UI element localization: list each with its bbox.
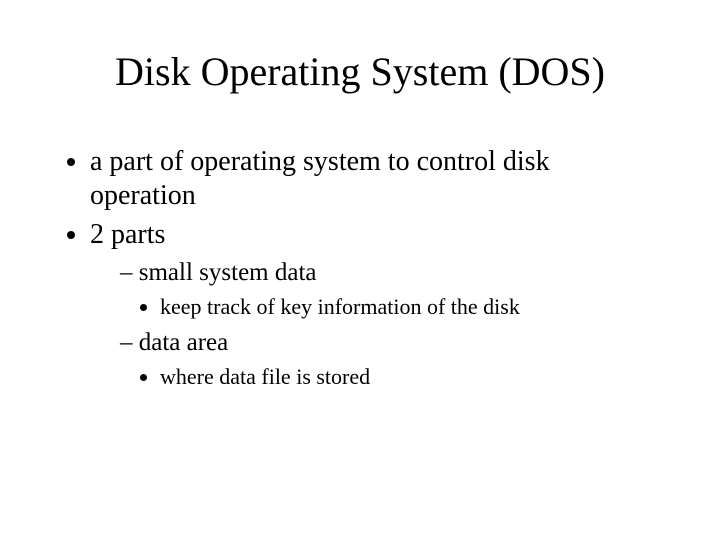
sub-bullet-text: small system data <box>139 259 317 286</box>
sub-bullet-item: data area where data file is stored <box>120 328 660 390</box>
bullet-list-level3: where data file is stored <box>120 364 660 390</box>
sub-sub-bullet-text: where data file is stored <box>160 364 370 389</box>
bullet-text: a part of operating system to control di… <box>90 146 550 211</box>
bullet-list-level1: a part of operating system to control di… <box>60 145 660 391</box>
slide-title: Disk Operating System (DOS) <box>60 48 660 95</box>
bullet-item: 2 parts small system data keep track of … <box>90 218 660 390</box>
bullet-item: a part of operating system to control di… <box>90 145 660 212</box>
bullet-text: 2 parts <box>90 219 165 250</box>
sub-sub-bullet-item: where data file is stored <box>160 364 660 390</box>
bullet-list-level3: keep track of key information of the dis… <box>120 294 660 320</box>
sub-sub-bullet-text: keep track of key information of the dis… <box>160 294 520 319</box>
sub-bullet-item: small system data keep track of key info… <box>120 258 660 320</box>
sub-sub-bullet-item: keep track of key information of the dis… <box>160 294 660 320</box>
sub-bullet-text: data area <box>139 329 229 356</box>
slide-container: Disk Operating System (DOS) a part of op… <box>0 0 720 540</box>
bullet-list-level2: small system data keep track of key info… <box>90 258 660 391</box>
